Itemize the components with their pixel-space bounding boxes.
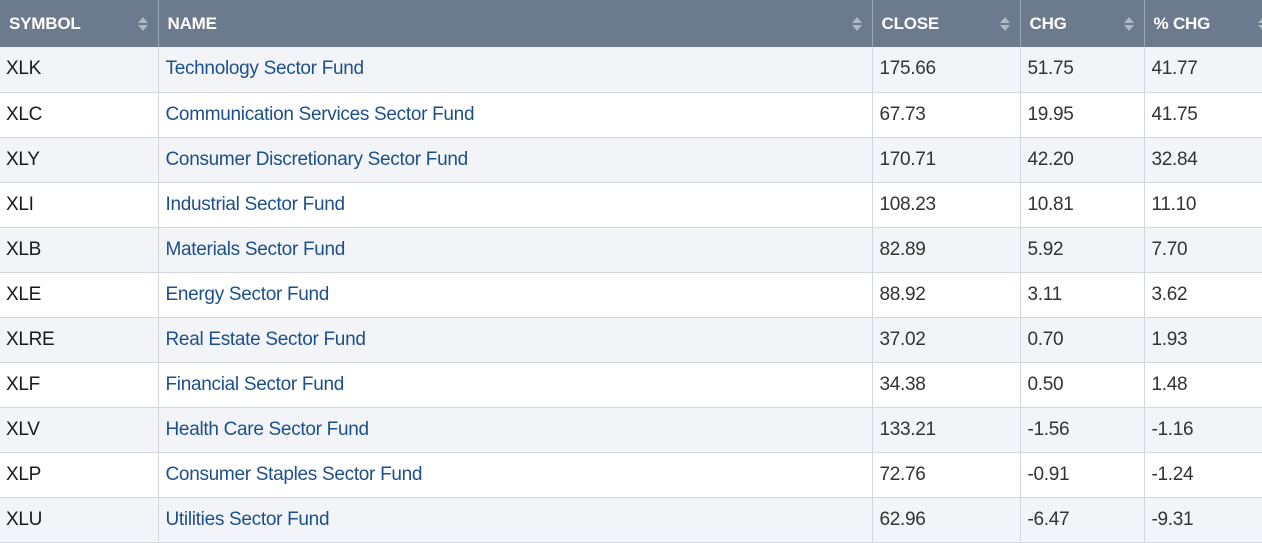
pct-chg-cell: -1.24 xyxy=(1144,452,1262,498)
fund-name-link[interactable]: Utilities Sector Fund xyxy=(158,497,873,543)
table-row[interactable]: XLE Energy Sector Fund 88.92 3.11 3.62 xyxy=(0,272,1262,318)
chg-cell: 5.92 xyxy=(1020,227,1145,273)
fund-name-link[interactable]: Real Estate Sector Fund xyxy=(158,317,873,363)
pct-chg-cell: 11.10 xyxy=(1144,182,1262,228)
table-row[interactable]: XLU Utilities Sector Fund 62.96 -6.47 -9.31 xyxy=(0,497,1262,543)
column-header-name[interactable]: NAME xyxy=(158,0,873,47)
chg-cell: 42.20 xyxy=(1020,137,1145,183)
chg-cell: 0.70 xyxy=(1020,317,1145,363)
sort-arrows-icon[interactable] xyxy=(137,16,148,32)
column-header-name-label: NAME xyxy=(167,13,217,33)
column-header-close-label: CLOSE xyxy=(881,13,940,33)
table-row[interactable]: XLY Consumer Discretionary Sector Fund 170… xyxy=(0,137,1262,183)
fund-name-link[interactable]: Financial Sector Fund xyxy=(158,362,873,408)
table-header: SYMBOL NAME CLOSE CHG % CHG xyxy=(0,0,1262,47)
fund-name-link[interactable]: Energy Sector Fund xyxy=(158,272,873,318)
symbol-cell: XLE xyxy=(0,272,159,318)
header-row: SYMBOL NAME CLOSE CHG % CHG xyxy=(0,0,1262,47)
column-header-chg-label: CHG xyxy=(1029,13,1067,33)
fund-name-link[interactable]: Industrial Sector Fund xyxy=(158,182,873,228)
column-header-close[interactable]: CLOSE xyxy=(872,0,1021,47)
pct-chg-cell: -9.31 xyxy=(1144,497,1262,543)
pct-chg-cell: 41.77 xyxy=(1144,47,1262,93)
symbol-cell: XLK xyxy=(0,47,159,93)
close-cell: 170.71 xyxy=(872,137,1021,183)
fund-name-link[interactable]: Health Care Sector Fund xyxy=(158,407,873,453)
fund-name-link[interactable]: Consumer Discretionary Sector Fund xyxy=(158,137,873,183)
fund-name-link[interactable]: Consumer Staples Sector Fund xyxy=(158,452,873,498)
sort-arrows-icon[interactable] xyxy=(1258,16,1262,32)
column-header-symbol[interactable]: SYMBOL xyxy=(0,0,159,47)
pct-chg-cell: 3.62 xyxy=(1144,272,1262,318)
chg-cell: -6.47 xyxy=(1020,497,1145,543)
pct-chg-cell: 32.84 xyxy=(1144,137,1262,183)
fund-name-link[interactable]: Technology Sector Fund xyxy=(158,47,873,93)
close-cell: 34.38 xyxy=(872,362,1021,408)
chg-cell: 3.11 xyxy=(1020,272,1145,318)
table-row[interactable]: XLP Consumer Staples Sector Fund 72.76 -0.9… xyxy=(0,452,1262,498)
close-cell: 108.23 xyxy=(872,182,1021,228)
table-row[interactable]: XLRE Real Estate Sector Fund 37.02 0.70 1.93 xyxy=(0,317,1262,363)
symbol-cell: XLRE xyxy=(0,317,159,363)
sort-arrows-icon[interactable] xyxy=(999,16,1010,32)
symbol-cell: XLC xyxy=(0,92,159,138)
close-cell: 175.66 xyxy=(872,47,1021,93)
symbol-cell: XLP xyxy=(0,452,159,498)
table-body: XLK Technology Sector Fund 175.66 51.75 41.7… xyxy=(0,47,1262,543)
symbol-cell: XLV xyxy=(0,407,159,453)
chg-cell: 19.95 xyxy=(1020,92,1145,138)
pct-chg-cell: 1.48 xyxy=(1144,362,1262,408)
column-header-symbol-label: SYMBOL xyxy=(9,13,81,33)
close-cell: 37.02 xyxy=(872,317,1021,363)
column-header-pct-chg[interactable]: % CHG xyxy=(1144,0,1262,47)
close-cell: 62.96 xyxy=(872,497,1021,543)
close-cell: 88.92 xyxy=(872,272,1021,318)
sort-arrows-icon[interactable] xyxy=(851,16,862,32)
pct-chg-cell: -1.16 xyxy=(1144,407,1262,453)
close-cell: 67.73 xyxy=(872,92,1021,138)
fund-name-link[interactable]: Communication Services Sector Fund xyxy=(158,92,873,138)
symbol-cell: XLB xyxy=(0,227,159,273)
close-cell: 82.89 xyxy=(872,227,1021,273)
chg-cell: -1.56 xyxy=(1020,407,1145,453)
pct-chg-cell: 41.75 xyxy=(1144,92,1262,138)
fund-name-link[interactable]: Materials Sector Fund xyxy=(158,227,873,273)
close-cell: 72.76 xyxy=(872,452,1021,498)
sort-arrows-icon[interactable] xyxy=(1123,16,1134,32)
symbol-cell: XLF xyxy=(0,362,159,408)
symbol-cell: XLY xyxy=(0,137,159,183)
symbol-cell: XLI xyxy=(0,182,159,228)
close-cell: 133.21 xyxy=(872,407,1021,453)
table-row[interactable]: XLI Industrial Sector Fund 108.23 10.81 11.1… xyxy=(0,182,1262,228)
table-row[interactable]: XLF Financial Sector Fund 34.38 0.50 1.48 xyxy=(0,362,1262,408)
chg-cell: 0.50 xyxy=(1020,362,1145,408)
chg-cell: 10.81 xyxy=(1020,182,1145,228)
symbol-cell: XLU xyxy=(0,497,159,543)
table-row[interactable]: XLK Technology Sector Fund 175.66 51.75 41.7… xyxy=(0,47,1262,93)
column-header-chg[interactable]: CHG xyxy=(1020,0,1145,47)
table-row[interactable]: XLB Materials Sector Fund 82.89 5.92 7.70 xyxy=(0,227,1262,273)
table-row[interactable]: XLV Health Care Sector Fund 133.21 -1.56 -1.… xyxy=(0,407,1262,453)
chg-cell: 51.75 xyxy=(1020,47,1145,93)
column-header-pct-chg-label: % CHG xyxy=(1153,13,1211,33)
pct-chg-cell: 1.93 xyxy=(1144,317,1262,363)
chg-cell: -0.91 xyxy=(1020,452,1145,498)
pct-chg-cell: 7.70 xyxy=(1144,227,1262,273)
table-row[interactable]: XLC Communication Services Sector Fund 67.… xyxy=(0,92,1262,138)
